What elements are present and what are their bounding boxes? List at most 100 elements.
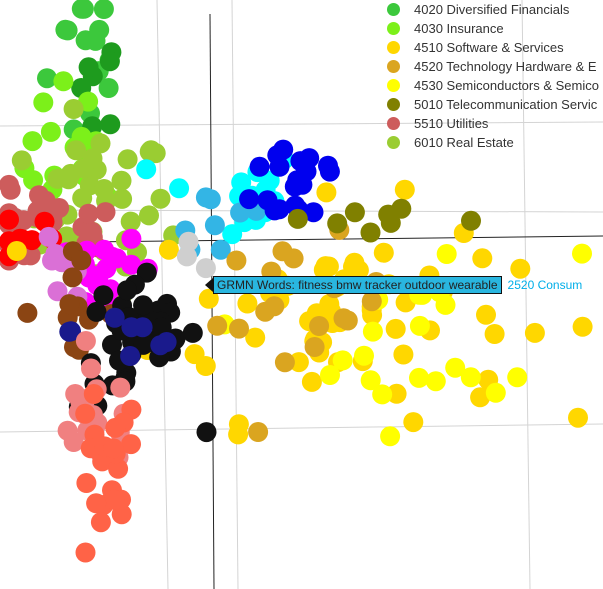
data-point[interactable] bbox=[40, 121, 61, 142]
data-point[interactable] bbox=[22, 131, 43, 152]
legend-item-4030[interactable]: 4030 Insurance bbox=[384, 19, 603, 38]
legend-item-6010[interactable]: 6010 Real Estate bbox=[384, 133, 603, 152]
data-point[interactable] bbox=[344, 202, 365, 223]
data-point[interactable] bbox=[0, 209, 19, 230]
data-point[interactable] bbox=[94, 239, 115, 260]
data-point[interactable] bbox=[231, 172, 252, 193]
data-point[interactable] bbox=[255, 301, 276, 322]
data-point[interactable] bbox=[42, 250, 62, 271]
data-point[interactable] bbox=[34, 211, 55, 232]
data-point[interactable] bbox=[283, 248, 304, 269]
data-point[interactable] bbox=[309, 316, 330, 336]
data-point[interactable] bbox=[86, 301, 107, 322]
data-point[interactable] bbox=[0, 174, 19, 195]
data-point[interactable] bbox=[385, 318, 406, 339]
legend-item-4020[interactable]: 4020 Diversified Financials bbox=[384, 0, 603, 19]
data-point[interactable] bbox=[273, 139, 294, 160]
data-point[interactable] bbox=[108, 458, 129, 479]
data-point[interactable] bbox=[105, 417, 126, 438]
legend-item-4510[interactable]: 4510 Software & Services bbox=[384, 38, 603, 57]
data-point[interactable] bbox=[288, 352, 309, 373]
data-point[interactable] bbox=[472, 248, 493, 269]
data-point[interactable] bbox=[90, 512, 111, 533]
data-point[interactable] bbox=[120, 346, 141, 366]
data-point[interactable] bbox=[99, 51, 120, 72]
data-point[interactable] bbox=[121, 228, 142, 249]
data-point[interactable] bbox=[75, 403, 96, 424]
data-point[interactable] bbox=[104, 307, 125, 328]
data-point[interactable] bbox=[82, 148, 103, 169]
data-point[interactable] bbox=[461, 210, 481, 231]
data-point[interactable] bbox=[176, 246, 197, 267]
data-point[interactable] bbox=[132, 317, 153, 338]
data-point[interactable] bbox=[361, 291, 382, 312]
data-point[interactable] bbox=[38, 226, 59, 247]
data-point[interactable] bbox=[111, 170, 132, 191]
data-point[interactable] bbox=[59, 294, 80, 315]
data-point[interactable] bbox=[507, 367, 528, 388]
data-point[interactable] bbox=[287, 208, 308, 229]
data-point[interactable] bbox=[436, 244, 457, 264]
data-point[interactable] bbox=[93, 285, 114, 306]
data-point[interactable] bbox=[81, 358, 101, 379]
data-point[interactable] bbox=[393, 344, 414, 365]
data-point[interactable] bbox=[316, 182, 337, 203]
data-point[interactable] bbox=[327, 213, 348, 234]
legend-item-4520[interactable]: 4520 Technology Hardware & E bbox=[384, 57, 603, 76]
data-point[interactable] bbox=[76, 473, 97, 493]
data-point[interactable] bbox=[120, 211, 141, 232]
data-point[interactable] bbox=[75, 30, 96, 51]
data-point[interactable] bbox=[104, 489, 125, 510]
data-point[interactable] bbox=[264, 200, 285, 221]
data-point[interactable] bbox=[245, 327, 266, 348]
data-point[interactable] bbox=[35, 190, 56, 211]
data-point[interactable] bbox=[89, 19, 110, 40]
data-point[interactable] bbox=[133, 334, 154, 355]
data-point[interactable] bbox=[299, 148, 320, 169]
data-point[interactable] bbox=[303, 202, 324, 223]
data-point[interactable] bbox=[169, 178, 190, 199]
data-point[interactable] bbox=[210, 239, 231, 260]
data-point[interactable] bbox=[524, 322, 545, 343]
data-point[interactable] bbox=[93, 0, 114, 19]
data-point[interactable] bbox=[195, 258, 216, 279]
data-point[interactable] bbox=[78, 57, 99, 78]
data-point[interactable] bbox=[62, 267, 83, 288]
data-point[interactable] bbox=[470, 387, 491, 408]
data-point[interactable] bbox=[94, 179, 114, 199]
data-point[interactable] bbox=[249, 156, 270, 177]
data-point[interactable] bbox=[66, 140, 87, 161]
data-point[interactable] bbox=[136, 159, 157, 180]
data-point[interactable] bbox=[320, 365, 340, 385]
data-point[interactable] bbox=[409, 367, 429, 388]
data-point[interactable] bbox=[196, 422, 217, 443]
data-point[interactable] bbox=[110, 377, 131, 398]
data-point[interactable] bbox=[269, 156, 290, 177]
data-point[interactable] bbox=[53, 71, 74, 92]
data-point[interactable] bbox=[133, 295, 154, 316]
data-point[interactable] bbox=[360, 222, 381, 243]
data-point[interactable] bbox=[226, 250, 247, 271]
data-point[interactable] bbox=[362, 321, 383, 342]
data-point[interactable] bbox=[57, 420, 78, 441]
data-point[interactable] bbox=[380, 212, 401, 233]
data-point[interactable] bbox=[141, 140, 161, 161]
data-point[interactable] bbox=[117, 149, 138, 170]
data-point[interactable] bbox=[150, 188, 171, 209]
data-point[interactable] bbox=[71, 250, 92, 271]
data-point[interactable] bbox=[103, 438, 124, 459]
data-point[interactable] bbox=[343, 256, 363, 277]
data-point[interactable] bbox=[198, 288, 219, 309]
data-point[interactable] bbox=[460, 367, 481, 388]
data-point[interactable] bbox=[572, 316, 593, 337]
data-point[interactable] bbox=[360, 370, 381, 391]
data-point[interactable] bbox=[117, 280, 137, 301]
data-point[interactable] bbox=[425, 371, 446, 392]
data-point[interactable] bbox=[510, 258, 531, 279]
data-point[interactable] bbox=[301, 371, 322, 392]
legend-item-5510[interactable]: 5510 Utilities bbox=[384, 114, 603, 133]
data-point[interactable] bbox=[572, 243, 592, 264]
data-point[interactable] bbox=[373, 242, 394, 263]
data-point[interactable] bbox=[568, 407, 588, 428]
data-point[interactable] bbox=[229, 318, 249, 339]
